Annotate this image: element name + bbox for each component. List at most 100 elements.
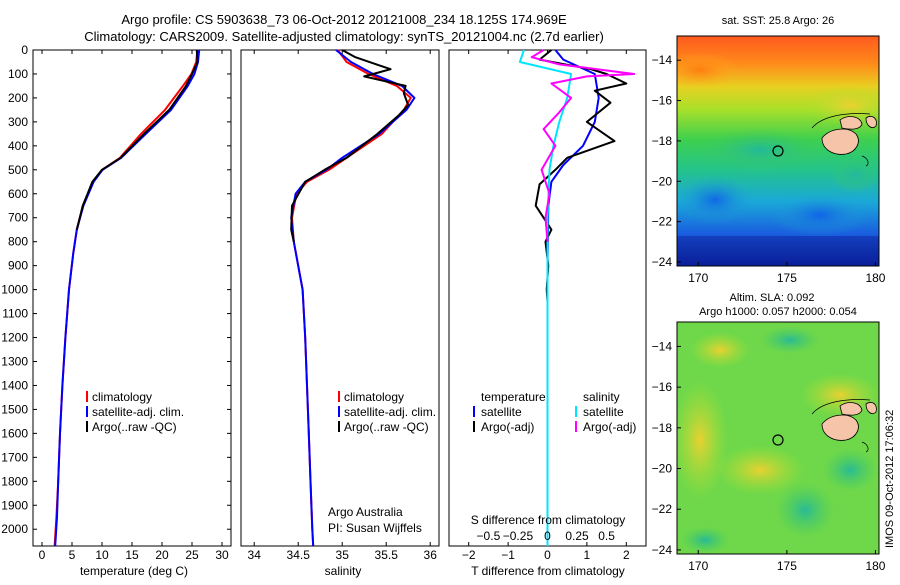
sla-map-axis-ticks: 170 175 180 −14 −16 −18 −20 −22 −24 [652, 339, 886, 573]
salinity-axis-ticks: 34 34.5 35 35.5 36 [248, 50, 437, 562]
depth-tick-label: 500 [8, 163, 28, 177]
difference-panel: −2 −1 0 1 2 S difference from climatology −0… [448, 49, 647, 578]
legend-swatch-temp-argo [473, 421, 475, 432]
legend-label-temp-argo: Argo(-adj) [481, 420, 534, 434]
s-difference-xlabel: S difference from climatology [471, 513, 626, 527]
legend-swatch-sal-argo [575, 421, 577, 432]
x-tick-label: 0 [39, 548, 46, 562]
series-temperature-argo-adj- [534, 49, 628, 302]
sla-map-frame [676, 321, 880, 555]
salinity-legend: climatology satellite-adj. clim. Argo(..… [338, 390, 436, 434]
annotation-argo-australia: Argo Australia [328, 505, 403, 519]
map-y-tick-label: −24 [652, 543, 673, 557]
temperature-axis-ticks: 0 5 10 15 20 25 30 [39, 50, 229, 562]
depth-tick-label: 1000 [1, 283, 28, 297]
salinity-xlabel: salinity [325, 564, 362, 578]
depth-tick-label: 600 [8, 187, 28, 201]
salinity-panel: 34 34.5 35 35.5 36 salinity climatology sate… [240, 49, 440, 578]
legend-group-salinity: salinity [583, 390, 620, 404]
x-tick-label: 35 [336, 548, 350, 562]
depth-tick-label: 1300 [1, 354, 28, 368]
legend-label-temp-satellite: satellite [481, 405, 522, 419]
map-x-tick-label: 180 [865, 271, 885, 285]
depth-tick-label: 1700 [1, 450, 28, 464]
legend-label-sal-argo: Argo(-adj) [583, 420, 636, 434]
x-tick-label: 34 [248, 548, 262, 562]
x-tick-label: 34.5 [287, 548, 311, 562]
x-tick-label: 30 [215, 548, 229, 562]
map-y-tick-label: −14 [652, 53, 673, 67]
x-tick-label: 20 [155, 548, 169, 562]
depth-tick-label: 300 [8, 115, 28, 129]
sst-map-panel: sat. SST: 25.8 Argo: 26 170 175 180 −14 −16 −… [652, 15, 886, 285]
legend-label-satellite: satellite-adj. clim. [344, 405, 436, 419]
imos-timestamp: IMOS 09-Oct-2012 17:06:32 [884, 410, 896, 548]
depth-tick-label: 1600 [1, 426, 28, 440]
series-argo-raw-qc- [75, 49, 199, 230]
map-y-tick-label: −18 [652, 421, 673, 435]
t-difference-axis-ticks: −2 −1 0 1 2 [462, 50, 630, 562]
depth-tick-label: 1500 [1, 402, 28, 416]
sst-map-axis-ticks: 170 175 180 −14 −16 −18 −20 −22 −24 [652, 53, 886, 285]
salinity-series [290, 49, 416, 547]
series-argo-raw-qc- [290, 49, 410, 242]
s-difference-axis-ticks: −0.5 −0.25 0 0.25 0.5 [477, 529, 616, 543]
map-y-tick-label: −22 [652, 502, 673, 516]
depth-tick-label: 2000 [1, 522, 28, 536]
map-y-tick-label: −24 [652, 255, 673, 269]
legend-label-argo: Argo(..raw -QC) [92, 420, 177, 434]
legend-label-sal-satellite: satellite [583, 405, 624, 419]
x-tick-label: 10 [95, 548, 109, 562]
legend-swatch-argo [86, 421, 88, 432]
x-tick-label: −2 [462, 548, 476, 562]
depth-tick-label: 100 [8, 67, 28, 81]
sla-map-land [811, 399, 877, 453]
depth-tick-label: 1100 [2, 307, 28, 321]
depth-tick-label: 400 [8, 139, 28, 153]
depth-tick-label: 0 [21, 43, 28, 57]
map-y-tick-label: −16 [652, 94, 673, 108]
depth-tick-label: 1800 [1, 474, 28, 488]
temperature-panel-frame [32, 49, 232, 547]
sla-map-title-line2: Argo h1000: 0.057 h2000: 0.054 [699, 306, 857, 318]
map-x-tick-label: 180 [865, 559, 885, 573]
sst-map-land [811, 113, 877, 167]
legend-swatch-satellite [338, 406, 340, 417]
s-tick-label: 0.25 [565, 529, 589, 543]
s-tick-label: 0.5 [598, 529, 615, 543]
s-tick-label: −0.25 [503, 529, 534, 543]
x-tick-label: 15 [125, 548, 139, 562]
map-y-tick-label: −20 [652, 462, 673, 476]
sla-map-title-line1: Altim. SLA: 0.092 [730, 292, 815, 304]
map-x-tick-label: 175 [777, 271, 797, 285]
depth-tick-label: 800 [8, 235, 28, 249]
depth-tick-label: 1400 [1, 378, 28, 392]
legend-swatch-argo [338, 421, 340, 432]
difference-legend: temperature salinity satellite Argo(-adj… [473, 390, 636, 434]
sst-map-frame [676, 35, 880, 267]
map-y-tick-label: −18 [652, 134, 673, 148]
x-tick-label: 1 [584, 548, 591, 562]
t-difference-xlabel: T difference from climatology [471, 564, 625, 578]
sst-map-field [677, 36, 879, 266]
temperature-xlabel: temperature (deg C) [80, 564, 188, 578]
legend-swatch-climatology [338, 391, 340, 402]
temperature-series [53, 49, 201, 547]
x-tick-label: −1 [501, 548, 515, 562]
legend-swatch-sal-satellite [575, 406, 577, 417]
x-tick-label: 0 [544, 548, 551, 562]
legend-label-climatology: climatology [344, 390, 404, 404]
x-tick-label: 5 [69, 548, 76, 562]
map-x-tick-label: 170 [688, 271, 708, 285]
map-x-tick-label: 175 [777, 559, 797, 573]
series-satellite-adj-clim- [290, 49, 416, 547]
map-y-tick-label: −16 [652, 380, 673, 394]
argo-float-marker [772, 434, 784, 446]
map-y-tick-label: −20 [652, 174, 673, 188]
x-tick-label: 35.5 [375, 548, 399, 562]
map-x-tick-label: 170 [688, 559, 708, 573]
temperature-panel: 0100200300400500600700800900100011001200… [1, 43, 646, 578]
depth-tick-label: 200 [8, 91, 28, 105]
depth-tick-label: 900 [8, 259, 28, 273]
sla-map-panel: Altim. SLA: 0.092 Argo h1000: 0.057 h200… [652, 292, 886, 573]
